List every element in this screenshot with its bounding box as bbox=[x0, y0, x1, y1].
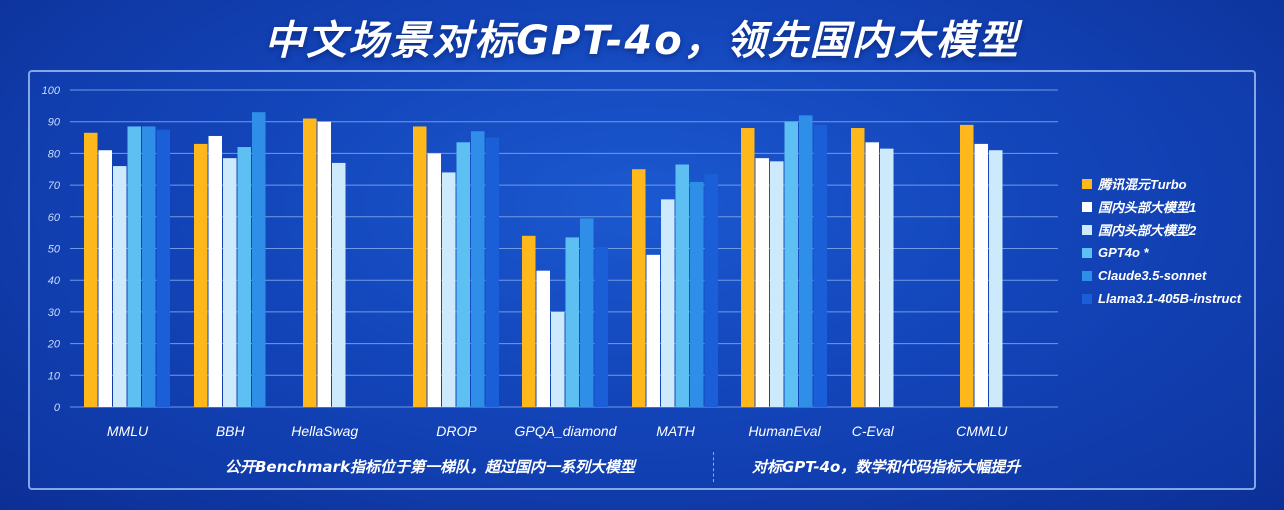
bar bbox=[690, 181, 704, 407]
legend-label: 国内头部大模型2 bbox=[1098, 223, 1197, 238]
y-tick-label: 30 bbox=[48, 307, 61, 319]
bar bbox=[646, 254, 660, 407]
legend-label: 国内头部大模型1 bbox=[1098, 200, 1197, 215]
y-tick-label: 90 bbox=[48, 117, 61, 129]
legend-item: 国内头部大模型2 bbox=[1082, 218, 1241, 241]
bar bbox=[565, 237, 579, 407]
legend-swatch bbox=[1082, 224, 1092, 235]
bar bbox=[442, 172, 456, 407]
y-tick-label: 20 bbox=[47, 339, 61, 351]
y-tick-label: 50 bbox=[48, 244, 61, 256]
bar bbox=[851, 128, 865, 408]
bar bbox=[252, 112, 266, 407]
legend-item: Claude3.5-sonnet bbox=[1082, 264, 1241, 287]
y-tick-label: 40 bbox=[48, 275, 61, 287]
bar bbox=[704, 174, 718, 407]
bar bbox=[551, 311, 565, 407]
legend-swatch bbox=[1082, 247, 1092, 258]
bar bbox=[485, 137, 499, 408]
x-tick-label: MATH bbox=[656, 423, 696, 439]
bar bbox=[989, 150, 1003, 408]
bar bbox=[223, 158, 237, 407]
bar bbox=[960, 124, 974, 408]
bar bbox=[156, 129, 170, 407]
x-tick-label: DROP bbox=[436, 423, 477, 439]
legend-label: GPT4o * bbox=[1098, 245, 1149, 260]
y-tick-label: 80 bbox=[48, 148, 61, 160]
bar bbox=[755, 158, 769, 407]
legend-item: 国内头部大模型1 bbox=[1082, 195, 1241, 218]
legend-swatch bbox=[1082, 178, 1092, 189]
bar bbox=[880, 148, 894, 407]
bar bbox=[413, 126, 427, 407]
bar bbox=[661, 199, 675, 407]
bar bbox=[427, 153, 441, 407]
chart-legend: 腾讯混元Turbo 国内头部大模型1 国内头部大模型2 GPT4o * Claude3.… bbox=[1082, 172, 1241, 310]
bar bbox=[317, 121, 331, 407]
bar bbox=[770, 161, 784, 407]
bar bbox=[303, 118, 317, 407]
legend-item: 腾讯混元Turbo bbox=[1082, 172, 1241, 195]
bar bbox=[113, 166, 127, 407]
bar bbox=[594, 246, 608, 407]
x-tick-label: MMLU bbox=[107, 423, 149, 439]
y-tick-label: 70 bbox=[48, 180, 61, 192]
y-tick-label: 100 bbox=[42, 85, 61, 97]
x-tick-label: GPQA_diamond bbox=[515, 423, 618, 439]
legend-label: Llama3.1-405B-instruct bbox=[1098, 291, 1242, 306]
x-tick-label: CMMLU bbox=[956, 423, 1008, 439]
footer-right-caption: 对标GPT-4o，数学和代码指标大幅提升 bbox=[752, 458, 1021, 476]
x-tick-label: C-Eval bbox=[852, 423, 895, 439]
legend-item: GPT4o * bbox=[1082, 241, 1241, 264]
page-title: 中文场景对标GPT-4o，领先国内大模型 bbox=[264, 18, 1020, 64]
bar bbox=[194, 143, 208, 407]
legend-label: 腾讯混元Turbo bbox=[1098, 177, 1187, 192]
bar bbox=[208, 135, 222, 407]
legend-label: Claude3.5-sonnet bbox=[1098, 268, 1207, 283]
bar bbox=[784, 121, 798, 407]
bar bbox=[522, 235, 536, 407]
bar bbox=[536, 270, 550, 407]
y-tick-label: 10 bbox=[48, 370, 61, 382]
bar bbox=[84, 132, 98, 408]
bar bbox=[237, 147, 251, 407]
legend-swatch bbox=[1082, 201, 1092, 212]
bar bbox=[632, 169, 646, 407]
bar bbox=[98, 150, 112, 408]
footer-divider bbox=[713, 452, 714, 482]
bar bbox=[865, 142, 879, 407]
bar bbox=[580, 218, 594, 407]
footer-left-caption: 公开Benchmark指标位于第一梯队，超过国内一系列大模型 bbox=[225, 458, 635, 476]
bar bbox=[456, 142, 470, 407]
bar bbox=[332, 162, 346, 407]
legend-item: Llama3.1-405B-instruct bbox=[1082, 287, 1241, 310]
y-tick-label: 0 bbox=[54, 402, 61, 414]
x-tick-label: BBH bbox=[216, 423, 246, 439]
bar bbox=[741, 128, 755, 408]
legend-swatch bbox=[1082, 293, 1092, 304]
bar bbox=[799, 115, 813, 408]
bar bbox=[813, 124, 827, 408]
bar bbox=[471, 131, 485, 407]
y-tick-label: 60 bbox=[48, 212, 61, 224]
x-tick-label: HellaSwag bbox=[291, 423, 358, 439]
x-tick-label: HumanEval bbox=[748, 423, 821, 439]
bar bbox=[142, 126, 156, 407]
bar bbox=[974, 143, 988, 407]
bar bbox=[127, 126, 141, 407]
legend-swatch bbox=[1082, 270, 1092, 281]
bar bbox=[675, 164, 689, 407]
